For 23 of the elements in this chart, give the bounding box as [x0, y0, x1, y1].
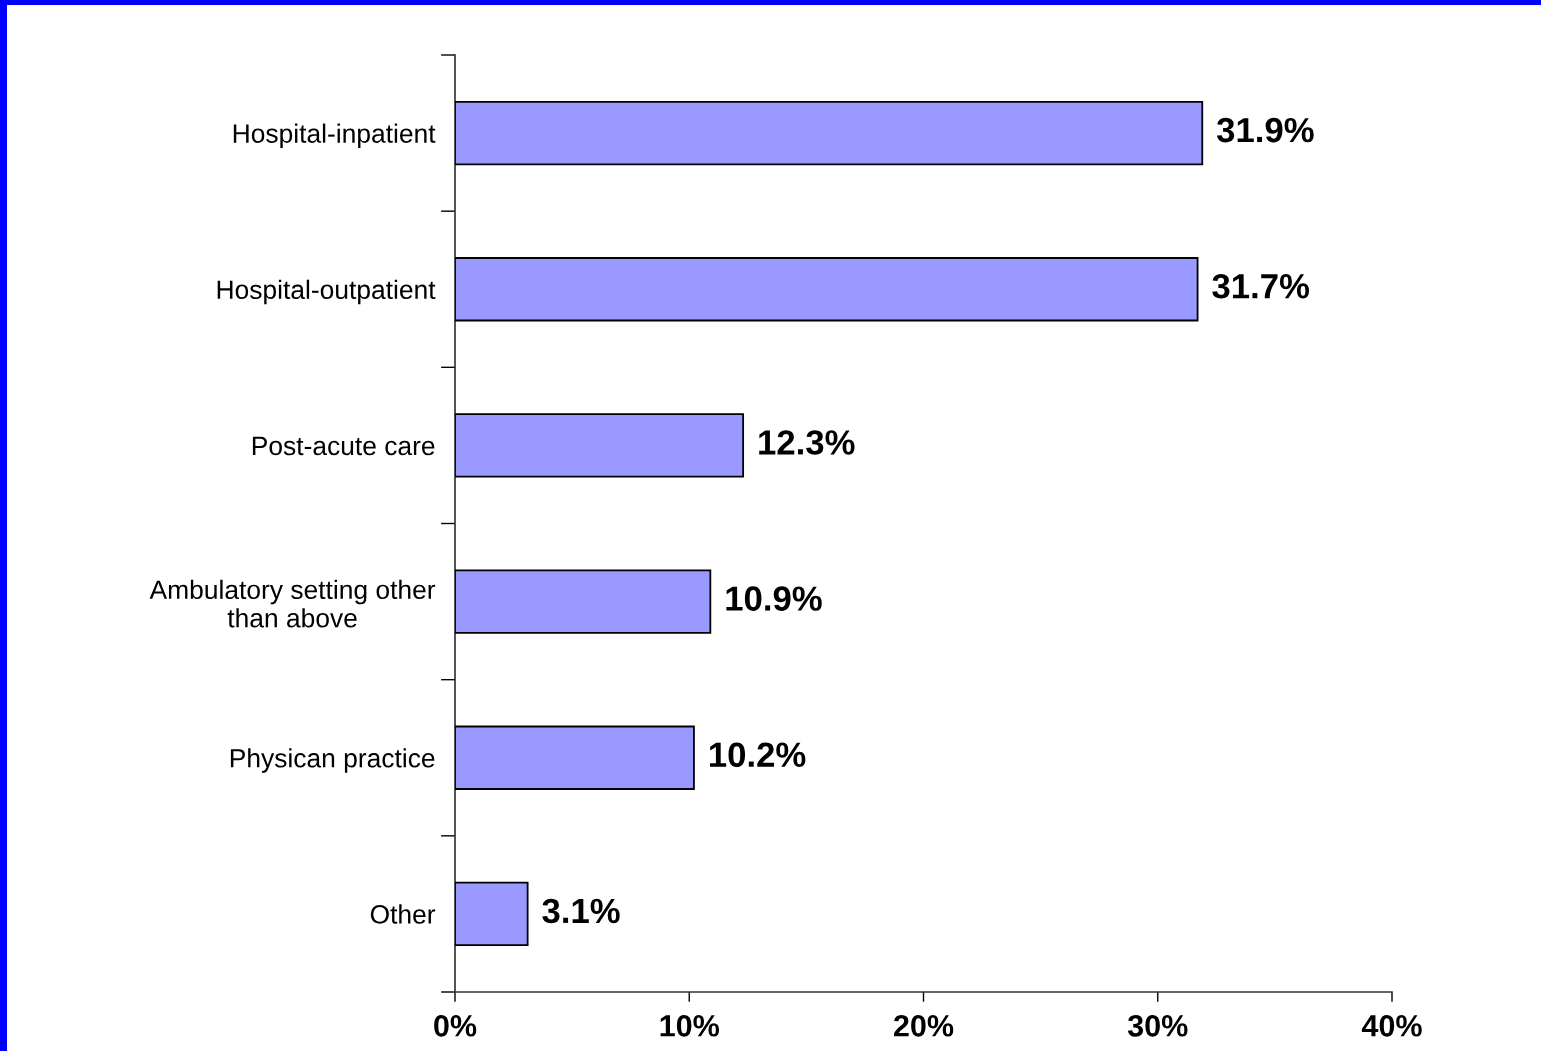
x-tick-label: 10%: [660, 1015, 720, 1037]
bar: [455, 881, 529, 947]
x-tick-label: 30%: [1127, 1015, 1188, 1037]
bar: [455, 725, 695, 790]
data-label: 31.9%: [1216, 117, 1314, 143]
x-tick-label: 0%: [434, 1015, 477, 1037]
y-tick-label: Ambulatory setting other than above: [149, 579, 436, 628]
y-tick-label: Other: [370, 904, 436, 924]
y-tick-label: Hospital-inpatient: [233, 123, 436, 149]
data-label: 31.7%: [1212, 273, 1309, 299]
bar: [455, 100, 1204, 166]
y-tick-label: Hospital-outpatient: [217, 279, 436, 305]
bar: [455, 413, 745, 478]
bar: [455, 257, 1199, 322]
data-label: 12.3%: [759, 430, 855, 455]
x-tick-label: 20%: [893, 1015, 954, 1037]
data-label: 10.2%: [710, 742, 806, 768]
data-label: 10.9%: [726, 586, 822, 611]
bar: [455, 569, 712, 634]
y-tick-label: Post-acute care: [252, 436, 435, 456]
y-tick-label: Physican practice: [230, 748, 435, 773]
x-tick-label: 40%: [1361, 1015, 1422, 1037]
data-label: 3.1%: [542, 898, 620, 924]
